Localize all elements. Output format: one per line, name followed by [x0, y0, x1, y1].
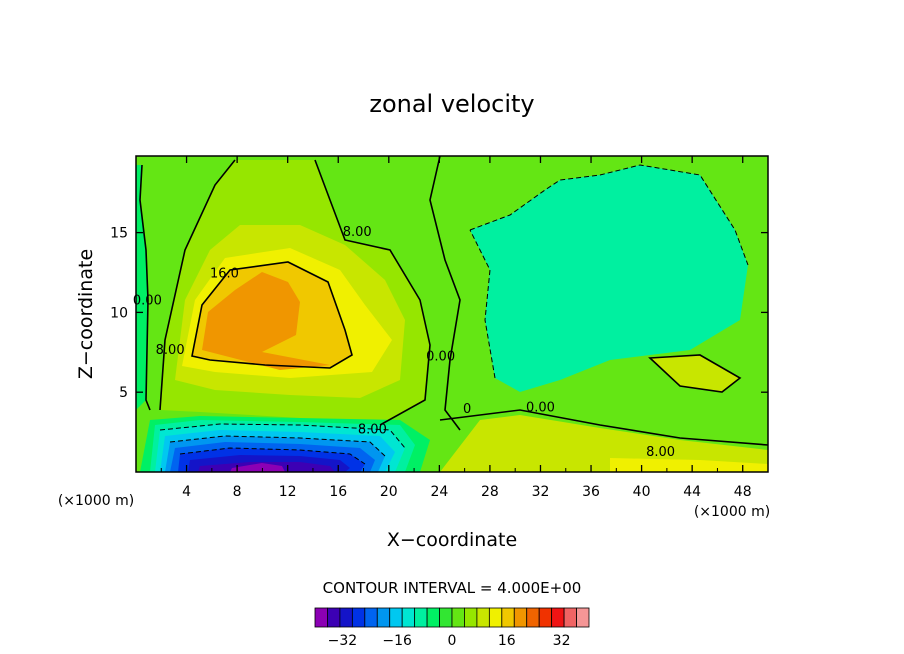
band-neg4-0 — [136, 165, 148, 410]
y-tick-label: 15 — [110, 226, 128, 242]
colorbar-swatch — [538, 607, 553, 628]
contour-label: 8.00 — [156, 343, 185, 358]
colorbar-swatch — [401, 607, 416, 628]
colorbar-tick-label: −32 — [328, 633, 358, 649]
x-axis-label: X−coordinate — [387, 529, 517, 551]
x-tick-label: 48 — [734, 484, 752, 500]
band-neg8-neg4 — [470, 165, 748, 392]
contour-line-16 — [191, 261, 353, 369]
contour-label: 0 — [463, 402, 471, 417]
colorbar-swatch — [513, 607, 528, 628]
colorbar-swatch — [314, 607, 328, 628]
contour-line-neg20 — [179, 447, 366, 465]
colorbar-swatch — [414, 607, 428, 628]
colorbar-swatch — [476, 607, 490, 628]
contour-line-8 — [159, 159, 236, 411]
colorbar-swatch — [488, 607, 503, 628]
colorbar-swatch — [526, 607, 540, 628]
colorbar-tick-label: 16 — [498, 633, 516, 649]
colorbar-swatch — [389, 607, 403, 628]
colorbar-swatch — [339, 607, 353, 628]
x-tick-label: 20 — [380, 484, 398, 500]
colorbar-tick-label: −16 — [382, 633, 412, 649]
colorbar-swatch — [327, 607, 341, 628]
colorbar-swatch — [426, 607, 440, 628]
band-20-24 — [202, 272, 330, 370]
contour-line-8b — [314, 159, 431, 426]
colorbar-ticks: −32 −16 0 16 32 — [328, 633, 571, 649]
colorbar-swatch — [439, 607, 453, 628]
x-axis: 4 8 12 16 20 24 28 32 36 40 44 48 — [160, 156, 752, 500]
x-tick-label: 28 — [481, 484, 499, 500]
x-tick-label: 16 — [329, 484, 347, 500]
x-axis-units-right: (×1000 m) — [694, 504, 770, 520]
colorbar-swatch — [464, 607, 478, 628]
contour-label: 16.0 — [210, 266, 239, 281]
x-tick-label: 32 — [532, 484, 550, 500]
contour-line-low — [439, 409, 768, 446]
contour-line-neg4b — [469, 229, 496, 379]
y-axis: 5 10 15 — [110, 226, 768, 401]
contour-label: 8.00 — [358, 423, 387, 438]
contour-field — [136, 156, 768, 472]
contour-line-neg12 — [169, 435, 386, 457]
contour-labels: 0.00 8.00 16.0 8.00 0.00 8.00 0 0.00 8.00 — [133, 225, 675, 460]
colorbar-swatch — [364, 607, 378, 628]
colorbar-swatch — [376, 607, 391, 628]
y-tick-label: 10 — [110, 305, 128, 321]
band-low-right — [440, 415, 768, 472]
contour-label: 8.00 — [646, 445, 675, 460]
contour-line-neg4 — [469, 164, 749, 266]
y-axis-label: Z−coordinate — [75, 249, 97, 379]
x-tick-label: 12 — [279, 484, 297, 500]
contour-label: 0.00 — [133, 293, 162, 308]
y-tick-label: 5 — [119, 385, 128, 401]
band-neg40 — [230, 463, 285, 472]
contour-label: 0.00 — [426, 349, 455, 364]
colorbar-tick-label: 0 — [448, 633, 457, 649]
x-tick-label: 8 — [233, 484, 242, 500]
contour-label: 8.00 — [343, 225, 372, 240]
contour-interval-label: CONTOUR INTERVAL = 4.000E+00 — [323, 579, 582, 597]
band-gold-spot — [650, 355, 740, 392]
contour-line-spot — [648, 354, 742, 393]
x-tick-label: 44 — [683, 484, 701, 500]
colorbar-swatch — [576, 607, 590, 628]
x-tick-label: 36 — [582, 484, 600, 500]
contour-line-0-mid — [429, 156, 461, 431]
colorbar-swatch — [551, 607, 565, 628]
x-tick-label: 40 — [633, 484, 651, 500]
contour-label: 0.00 — [526, 400, 555, 415]
colorbar-swatch — [563, 607, 577, 628]
x-tick-label: 4 — [182, 484, 191, 500]
colorbar-swatch — [351, 607, 366, 628]
contour-line-0-left — [139, 164, 151, 411]
colorbar-swatch — [451, 607, 465, 628]
plot-frame — [135, 155, 769, 473]
contour-line-neg4c — [159, 423, 406, 449]
colorbar-swatch — [501, 607, 515, 628]
colorbar-tick-label: 32 — [553, 633, 571, 649]
band-low-right-2 — [610, 458, 768, 472]
x-tick-label: 24 — [430, 484, 448, 500]
colorbar — [314, 607, 590, 628]
chart-title: zonal velocity — [369, 90, 534, 118]
x-axis-units-left: (×1000 m) — [58, 493, 134, 509]
